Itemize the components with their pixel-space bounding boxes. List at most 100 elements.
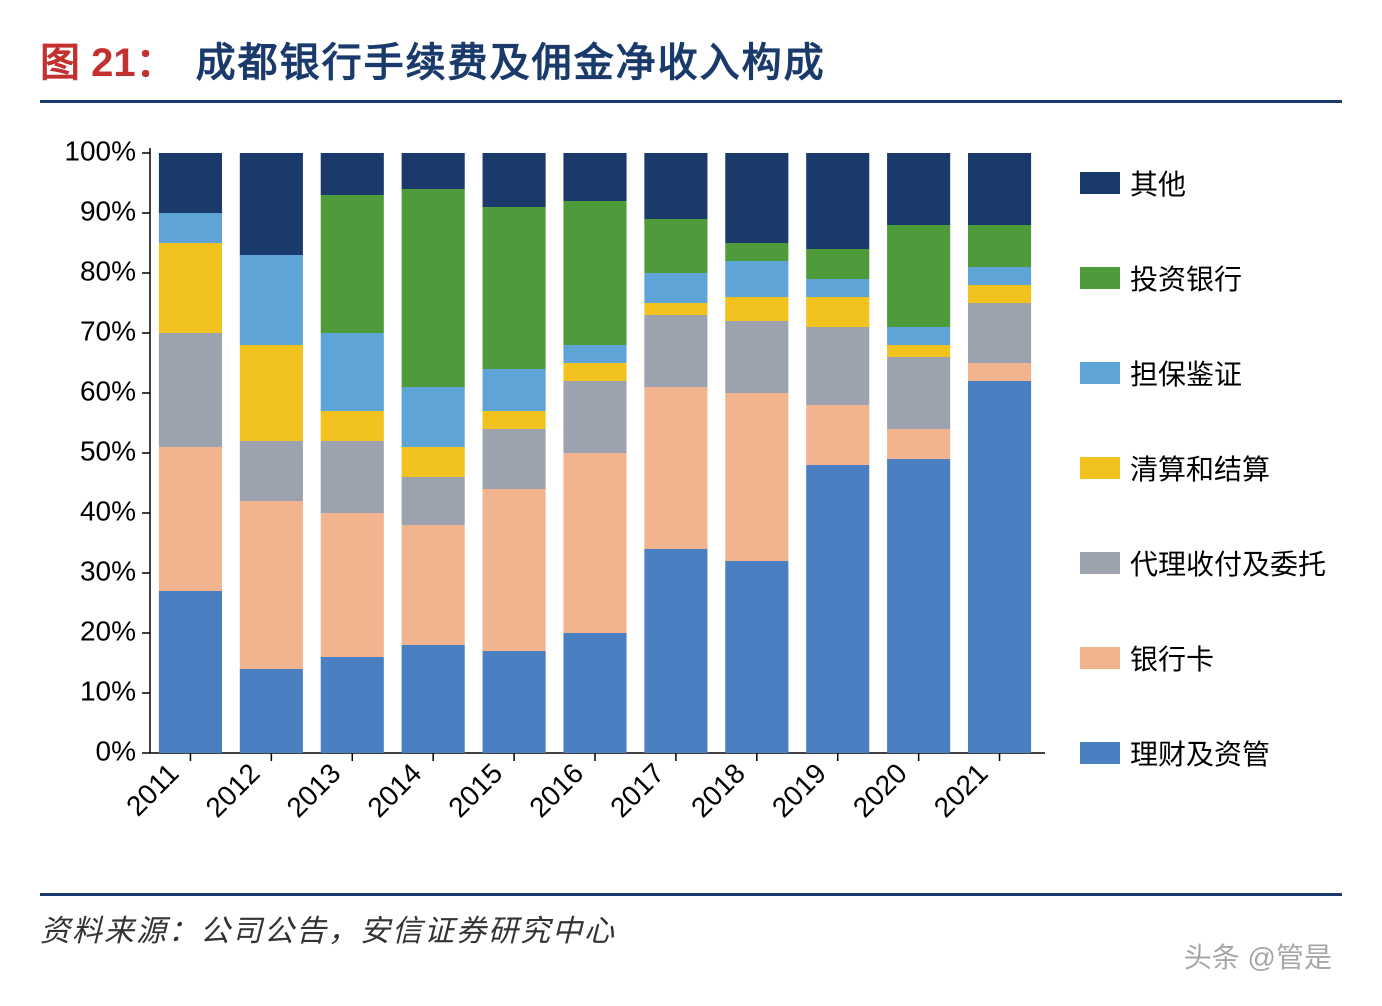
legend-swatch xyxy=(1080,172,1120,194)
bar-segment xyxy=(240,153,303,255)
bar-segment xyxy=(483,369,546,411)
chart-area: 0%10%20%30%40%50%60%70%80%90%100%2011201… xyxy=(40,103,1342,893)
x-tick-label: 2015 xyxy=(442,757,508,823)
bar-segment xyxy=(240,441,303,501)
bar-segment xyxy=(725,153,788,243)
bar-segment xyxy=(725,561,788,753)
bar-segment xyxy=(644,315,707,387)
legend-item: 代理收付及委托 xyxy=(1080,543,1326,583)
bar-segment xyxy=(725,321,788,393)
bar-segment xyxy=(402,153,465,189)
bar-segment xyxy=(968,363,1031,381)
bar-segment xyxy=(968,225,1031,267)
bar-segment xyxy=(402,525,465,645)
bar-segment xyxy=(321,657,384,753)
bar-segment xyxy=(968,303,1031,363)
bar-segment xyxy=(887,327,950,345)
legend-label: 投资银行 xyxy=(1130,258,1242,298)
bar-segment xyxy=(321,513,384,657)
bar-segment xyxy=(644,153,707,219)
legend-item: 银行卡 xyxy=(1080,638,1326,678)
bar-segment xyxy=(483,411,546,429)
bar-segment xyxy=(159,213,222,243)
bar-segment xyxy=(159,153,222,213)
title-row: 图 21： 成都银行手续费及佣金净收入构成 xyxy=(40,30,1342,103)
bar-segment xyxy=(240,501,303,669)
bar-segment xyxy=(806,465,869,753)
bar-segment xyxy=(806,297,869,327)
bar-segment xyxy=(402,477,465,525)
bar-segment xyxy=(968,381,1031,753)
y-tick-label: 0% xyxy=(96,735,136,766)
legend-label: 清算和结算 xyxy=(1130,448,1270,488)
bar-segment xyxy=(644,549,707,753)
x-tick-label: 2014 xyxy=(361,757,427,823)
legend-label: 理财及资管 xyxy=(1130,733,1270,773)
bar-segment xyxy=(321,195,384,333)
legend-swatch xyxy=(1080,362,1120,384)
bar-segment xyxy=(159,591,222,753)
bar-segment xyxy=(887,459,950,753)
x-tick-label: 2021 xyxy=(928,757,994,823)
x-tick-label: 2016 xyxy=(523,757,589,823)
bar-segment xyxy=(644,387,707,549)
figure-title: 成都银行手续费及佣金净收入构成 xyxy=(196,30,826,88)
bar-segment xyxy=(887,225,950,327)
bar-segment xyxy=(563,345,626,363)
x-tick-label: 2013 xyxy=(281,757,347,823)
bar-segment xyxy=(321,441,384,513)
bar-segment xyxy=(725,261,788,297)
legend-swatch xyxy=(1080,552,1120,574)
legend-label: 银行卡 xyxy=(1130,638,1214,678)
bar-segment xyxy=(968,285,1031,303)
bar-segment xyxy=(563,363,626,381)
bar-segment xyxy=(806,279,869,297)
bar-segment xyxy=(644,303,707,315)
bar-segment xyxy=(159,243,222,333)
legend-swatch xyxy=(1080,647,1120,669)
bar-segment xyxy=(402,447,465,477)
bar-segment xyxy=(402,189,465,387)
bar-segment xyxy=(240,669,303,753)
legend-label: 其他 xyxy=(1130,163,1186,203)
bar-segment xyxy=(887,357,950,429)
legend: 其他投资银行担保鉴证清算和结算代理收付及委托银行卡理财及资管 xyxy=(1080,163,1326,773)
bar-segment xyxy=(321,333,384,411)
y-tick-label: 40% xyxy=(80,495,136,526)
bar-segment xyxy=(968,267,1031,285)
bar-segment xyxy=(240,255,303,345)
y-tick-label: 100% xyxy=(64,135,136,166)
bar-segment xyxy=(644,273,707,303)
x-tick-label: 2019 xyxy=(766,757,832,823)
legend-swatch xyxy=(1080,267,1120,289)
y-tick-label: 50% xyxy=(80,435,136,466)
legend-label: 担保鉴证 xyxy=(1130,353,1242,393)
legend-item: 担保鉴证 xyxy=(1080,353,1326,393)
figure-label: 图 21： xyxy=(40,30,176,88)
legend-swatch xyxy=(1080,457,1120,479)
source-footer: 资料来源：公司公告，安信证券研究中心 xyxy=(40,893,1342,950)
y-tick-label: 60% xyxy=(80,375,136,406)
bar-segment xyxy=(402,387,465,447)
x-tick-label: 2018 xyxy=(685,757,751,823)
bar-segment xyxy=(887,153,950,225)
bar-segment xyxy=(483,651,546,753)
legend-item: 其他 xyxy=(1080,163,1326,203)
bar-segment xyxy=(725,243,788,261)
bar-segment xyxy=(725,393,788,561)
bar-segment xyxy=(887,345,950,357)
x-tick-label: 2017 xyxy=(604,757,670,823)
bar-segment xyxy=(563,633,626,753)
bar-segment xyxy=(240,345,303,441)
legend-swatch xyxy=(1080,742,1120,764)
y-tick-label: 90% xyxy=(80,195,136,226)
x-tick-label: 2020 xyxy=(847,757,913,823)
watermark: 头条 @管是 xyxy=(1184,936,1332,976)
bar-segment xyxy=(483,429,546,489)
bar-segment xyxy=(563,153,626,201)
bar-segment xyxy=(806,327,869,405)
y-tick-label: 70% xyxy=(80,315,136,346)
y-tick-label: 80% xyxy=(80,255,136,286)
bar-segment xyxy=(806,153,869,249)
y-tick-label: 20% xyxy=(80,615,136,646)
